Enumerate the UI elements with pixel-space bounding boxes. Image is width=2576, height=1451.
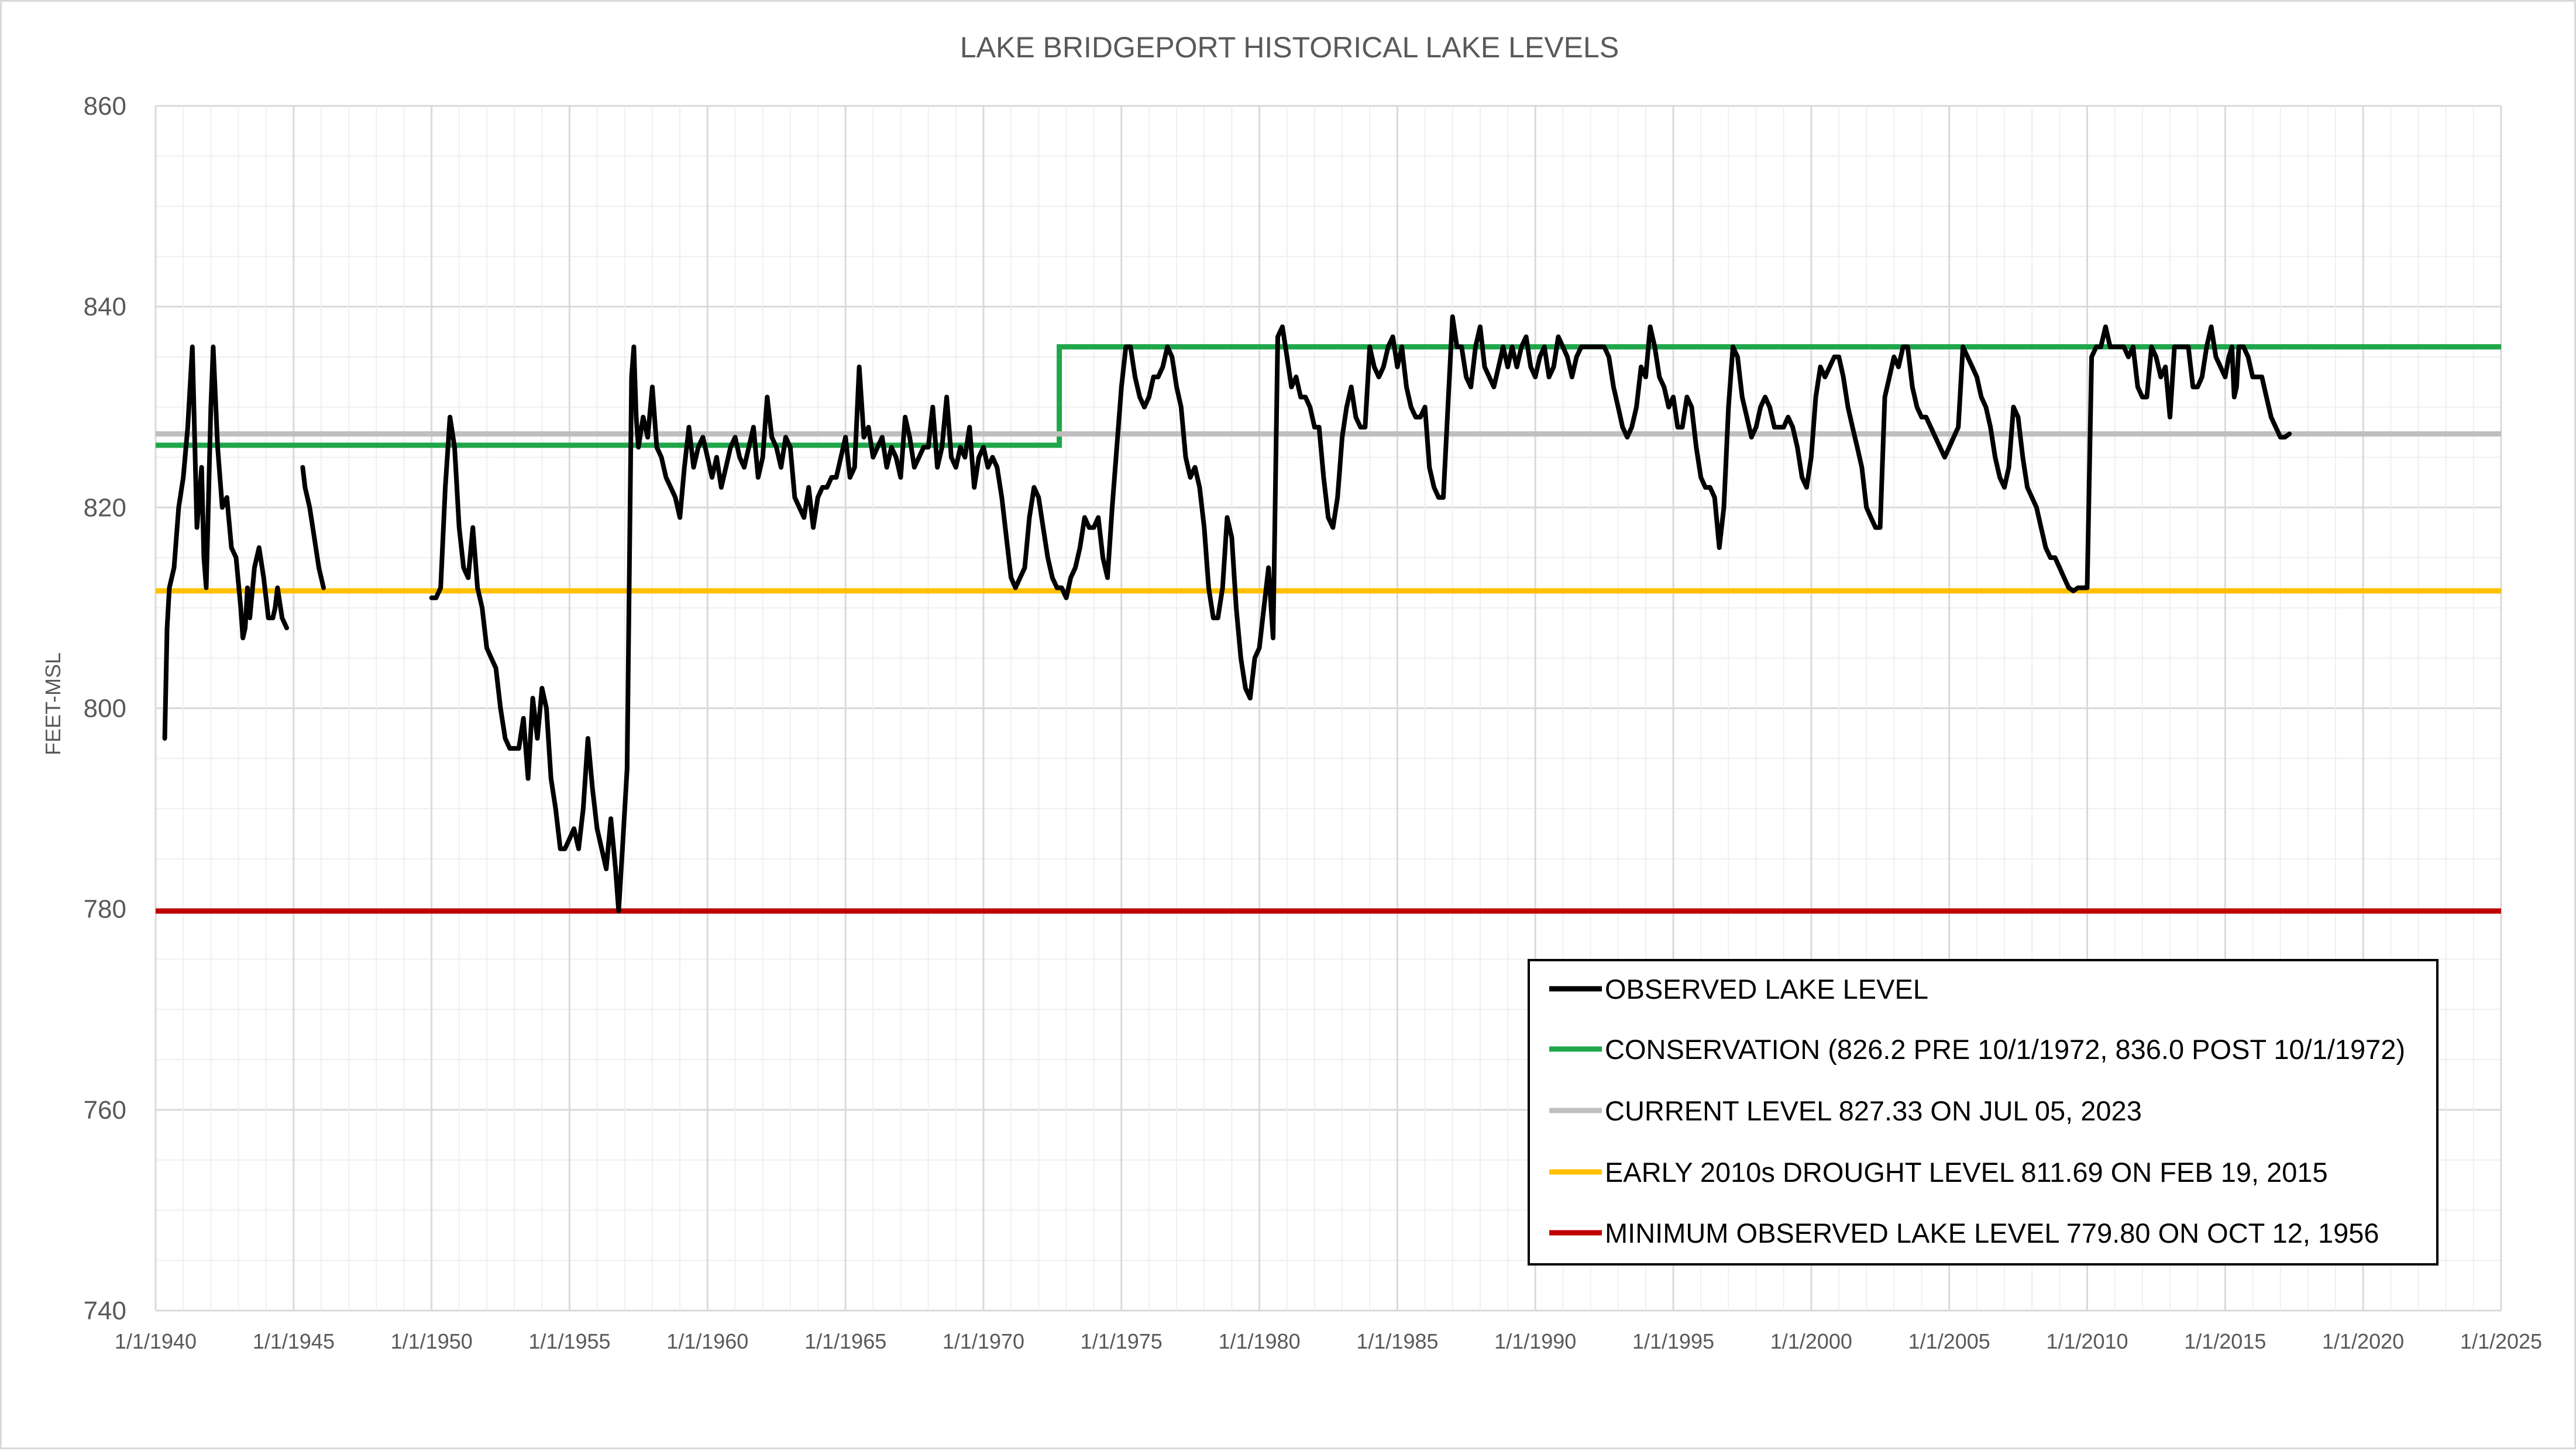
x-tick-label: 1/1/2000 xyxy=(1770,1329,1852,1353)
legend-label: CONSERVATION (826.2 PRE 10/1/1972, 836.0… xyxy=(1605,1034,2405,1065)
x-tick-label: 1/1/1990 xyxy=(1494,1329,1576,1353)
x-tick-label: 1/1/1955 xyxy=(528,1329,610,1353)
y-tick-label: 800 xyxy=(84,694,126,723)
y-axis-tick-labels: 740 760 780 800 820 840 860 xyxy=(84,92,126,1325)
observed-lake-level-line xyxy=(429,314,2292,914)
observed-series xyxy=(162,314,2292,914)
observed-lake-level-line xyxy=(162,344,289,741)
y-tick-label: 760 xyxy=(84,1096,126,1125)
observed-lake-level-line xyxy=(300,465,326,590)
x-axis-tick-labels: 1/1/1940 1/1/1945 1/1/1950 1/1/1955 1/1/1960… xyxy=(115,1329,2542,1353)
y-tick-label: 780 xyxy=(84,895,126,924)
x-tick-label: 1/1/2025 xyxy=(2460,1329,2542,1353)
legend-label: MINIMUM OBSERVED LAKE LEVEL 779.80 ON OC… xyxy=(1605,1218,2379,1249)
y-tick-label: 840 xyxy=(84,293,126,321)
x-tick-label: 1/1/1945 xyxy=(253,1329,335,1353)
legend-box xyxy=(1528,959,2439,1266)
legend-label: CURRENT LEVEL 827.33 ON JUL 05, 2023 xyxy=(1605,1095,2142,1126)
legend: OBSERVED LAKE LEVEL CONSERVATION (826.2 P… xyxy=(1528,959,2439,1266)
legend-label: EARLY 2010s DROUGHT LEVEL 811.69 ON FEB … xyxy=(1605,1157,2328,1188)
x-tick-label: 1/1/1970 xyxy=(943,1329,1024,1353)
chart-title: LAKE BRIDGEPORT HISTORICAL LAKE LEVELS xyxy=(960,31,1619,64)
x-tick-label: 1/1/1995 xyxy=(1632,1329,1714,1353)
x-tick-label: 1/1/2020 xyxy=(2322,1329,2404,1353)
x-tick-label: 1/1/2010 xyxy=(2046,1329,2128,1353)
x-tick-label: 1/1/2005 xyxy=(1908,1329,1990,1353)
y-tick-label: 860 xyxy=(84,92,126,121)
x-tick-label: 1/1/1960 xyxy=(666,1329,748,1353)
x-tick-label: 1/1/1985 xyxy=(1356,1329,1438,1353)
y-tick-label: 740 xyxy=(84,1297,126,1325)
y-tick-label: 820 xyxy=(84,493,126,522)
legend-label: OBSERVED LAKE LEVEL xyxy=(1605,974,1928,1005)
conservation-line xyxy=(156,344,2501,448)
x-tick-label: 1/1/1980 xyxy=(1218,1329,1300,1353)
reference-lines xyxy=(156,344,2501,914)
y-axis-label: FEET-MSL xyxy=(41,652,65,755)
x-tick-label: 1/1/1950 xyxy=(391,1329,473,1353)
x-tick-label: 1/1/1965 xyxy=(804,1329,886,1353)
x-tick-label: 1/1/1975 xyxy=(1081,1329,1163,1353)
x-tick-label: 1/1/1940 xyxy=(115,1329,197,1353)
x-tick-label: 1/1/2015 xyxy=(2184,1329,2266,1353)
